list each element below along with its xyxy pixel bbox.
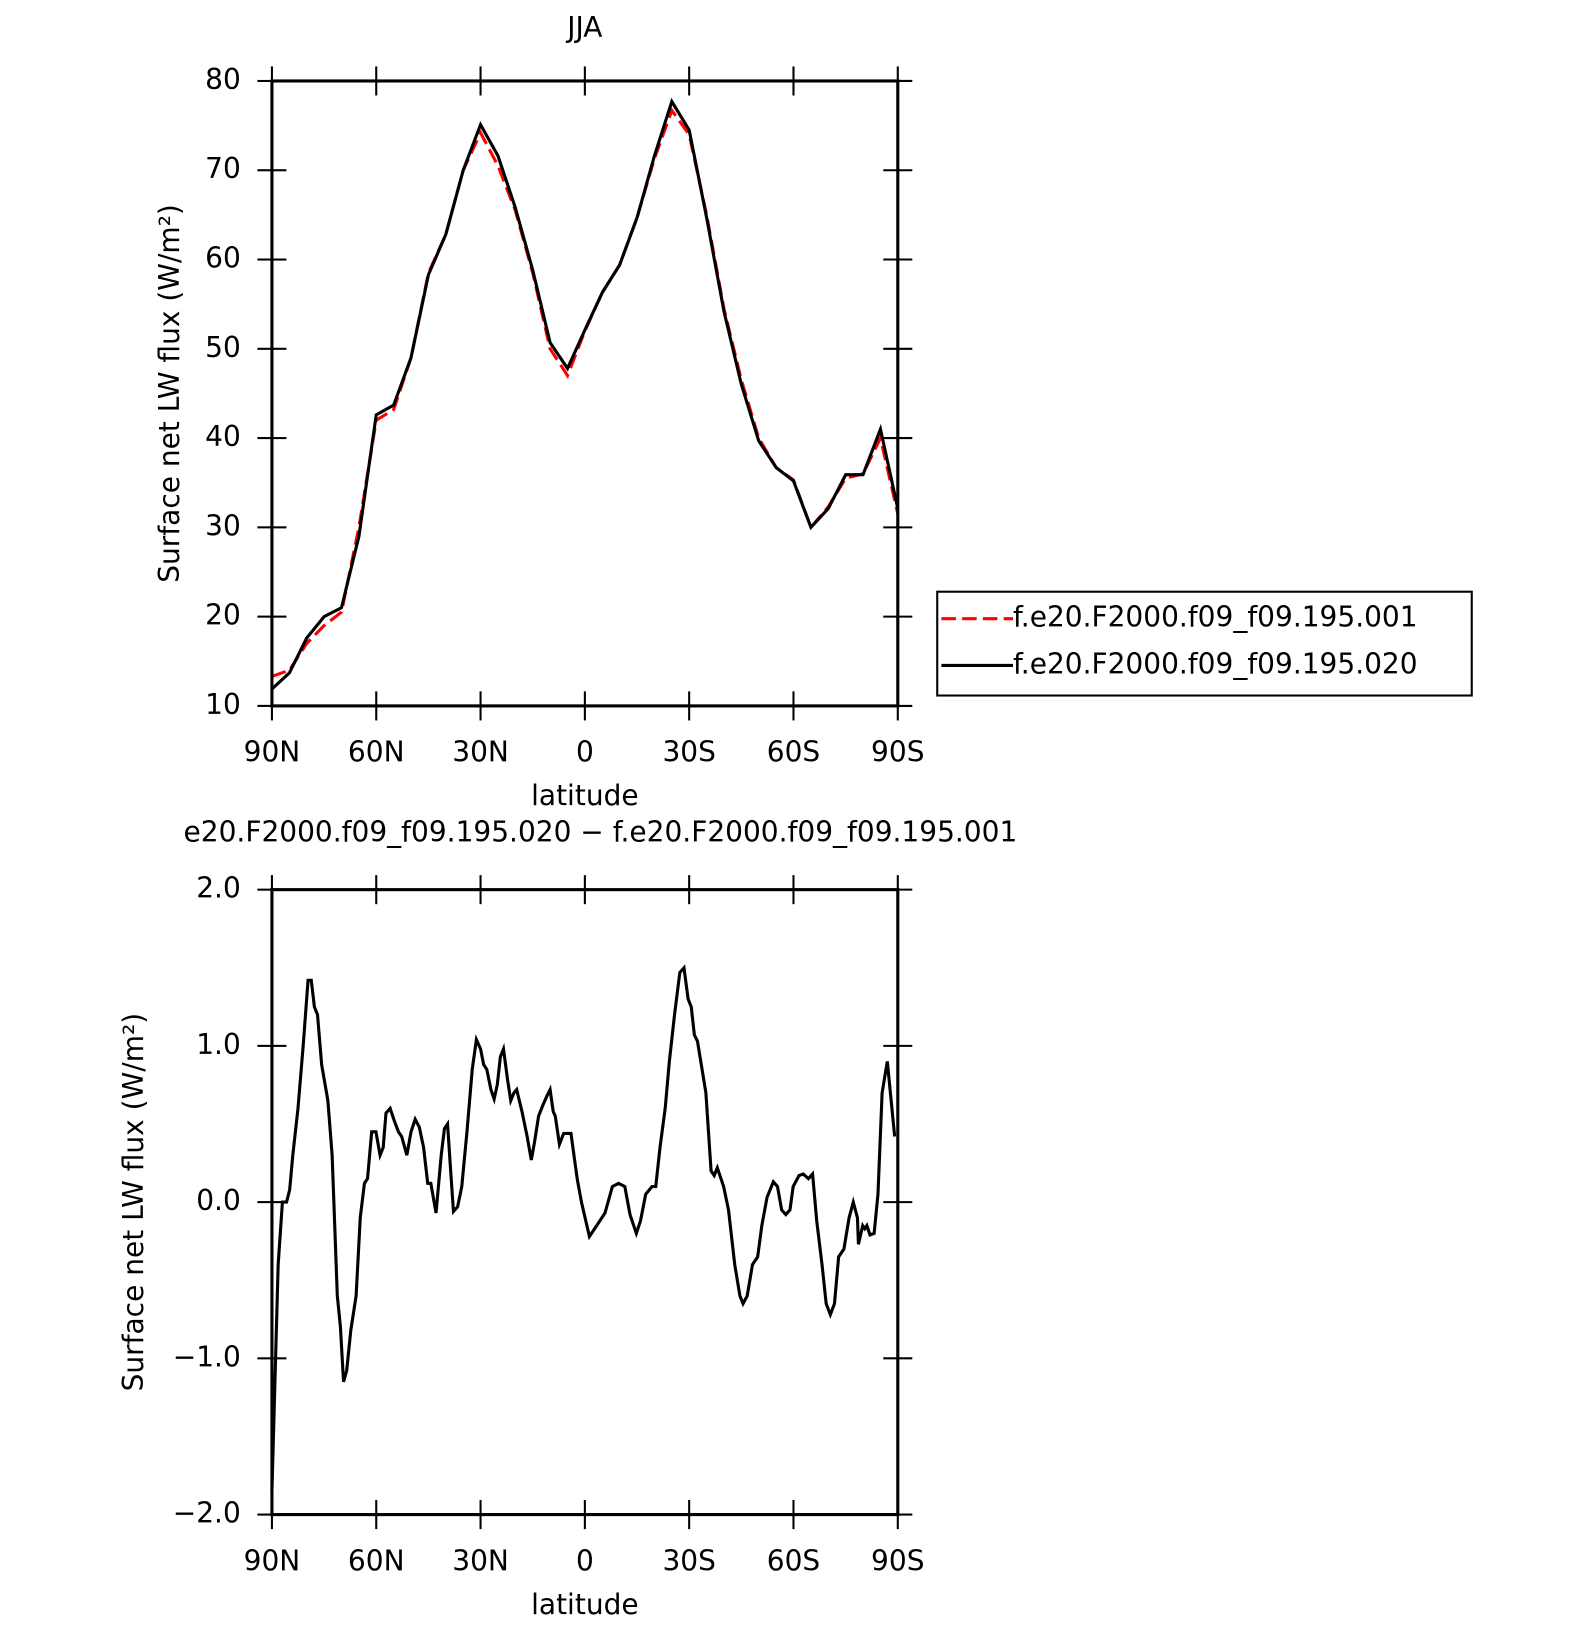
- legend-label: f.e20.F2000.f09_f09.195.001: [1013, 601, 1418, 634]
- y-axis-label: Surface net LW flux (W/m²): [117, 1013, 150, 1392]
- x-tick-label: 60S: [767, 1544, 820, 1577]
- legend-box: [936, 590, 1473, 697]
- chart-title: e20.F2000.f09_f09.195.020 − f.e20.F2000.…: [184, 816, 1018, 849]
- x-tick-label: 30S: [662, 736, 715, 769]
- data-line: [270, 97, 900, 691]
- y-tick-label: 60: [205, 242, 241, 275]
- x-tick-label: 60S: [767, 736, 820, 769]
- y-tick-label: −1.0: [173, 1340, 241, 1373]
- data-line: [271, 107, 900, 678]
- y-tick-label: 50: [205, 331, 241, 364]
- y-axis-label: Surface net LW flux (W/m²): [153, 204, 186, 583]
- x-tick-label: 30N: [452, 1544, 509, 1577]
- y-tick-label: 2.0: [196, 872, 241, 905]
- y-tick-label: −2.0: [173, 1497, 241, 1530]
- y-tick-label: 40: [205, 420, 241, 453]
- x-tick-label: 90S: [871, 1544, 924, 1577]
- legend-label: f.e20.F2000.f09_f09.195.020: [1013, 647, 1418, 680]
- plot-frame: [270, 888, 900, 1517]
- y-tick-label: 30: [205, 509, 241, 542]
- y-tick-label: 1.0: [196, 1028, 241, 1061]
- x-tick-label: 60N: [348, 736, 405, 769]
- x-tick-label: 0: [576, 736, 594, 769]
- y-tick-label: 20: [205, 599, 241, 632]
- x-tick-label: 90S: [871, 736, 924, 769]
- plot-frame: [270, 79, 900, 708]
- chart-title: JJA: [565, 11, 602, 44]
- x-tick-label: 0: [576, 1544, 594, 1577]
- x-tick-label: 60N: [348, 1544, 405, 1577]
- x-tick-label: 90N: [244, 736, 301, 769]
- y-tick-label: 10: [205, 688, 241, 721]
- x-tick-label: 30S: [662, 1544, 715, 1577]
- x-tick-label: 90N: [244, 1544, 301, 1577]
- y-tick-label: 70: [205, 152, 241, 185]
- data-line: [270, 964, 897, 1492]
- x-tick-label: 30N: [452, 736, 509, 769]
- x-axis-label: latitude: [531, 1588, 638, 1621]
- y-tick-label: 80: [205, 63, 241, 96]
- y-tick-label: 0.0: [196, 1184, 241, 1217]
- x-axis-label: latitude: [531, 779, 638, 812]
